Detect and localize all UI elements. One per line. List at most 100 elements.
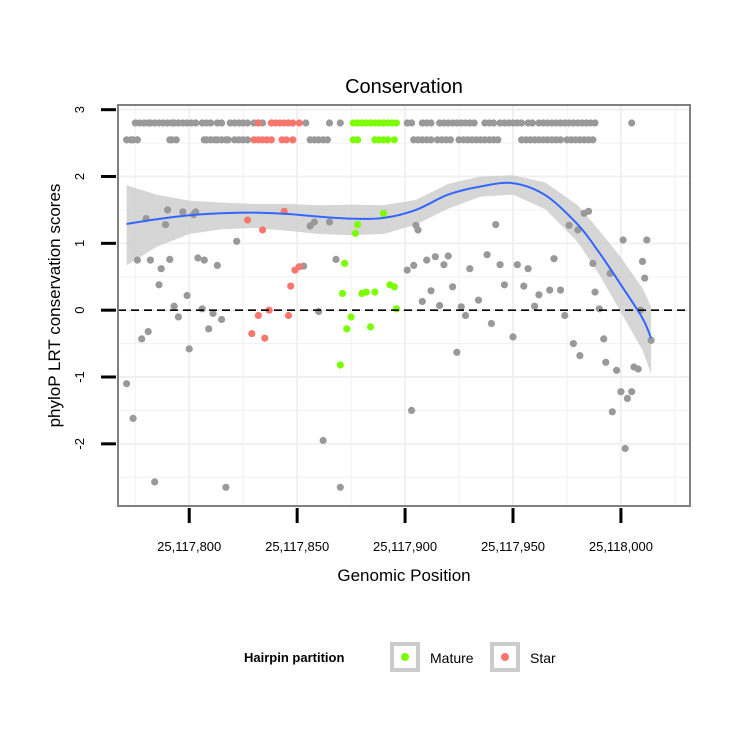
data-point <box>351 229 359 237</box>
y-tick-label: 0 <box>72 307 87 314</box>
data-point <box>254 119 262 127</box>
x-tick-label: 25,117,900 <box>373 539 437 554</box>
data-point <box>496 261 504 269</box>
data-point <box>341 259 349 267</box>
data-point <box>535 291 543 299</box>
data-point <box>556 136 565 144</box>
data-point <box>347 313 355 321</box>
data-point <box>638 257 647 265</box>
data-point <box>183 291 191 300</box>
data-point <box>461 311 470 320</box>
data-point <box>123 380 131 388</box>
data-point <box>265 306 273 314</box>
data-point <box>194 254 202 262</box>
data-point <box>585 207 593 215</box>
data-point <box>408 406 416 414</box>
data-point <box>336 119 344 127</box>
data-point <box>518 119 526 127</box>
data-point <box>295 263 303 271</box>
legend-label-star: Star <box>530 650 556 666</box>
data-point <box>589 259 597 267</box>
data-point <box>474 296 483 304</box>
legend: Hairpin partition Mature Star <box>0 640 750 676</box>
data-point <box>390 136 398 144</box>
data-point <box>423 256 431 264</box>
data-point <box>608 408 616 416</box>
data-point <box>487 319 495 328</box>
data-point <box>172 136 180 144</box>
plot-border <box>117 104 691 507</box>
data-point <box>233 237 241 245</box>
data-point <box>509 333 517 341</box>
data-point <box>556 286 565 294</box>
series-star <box>243 119 303 342</box>
data-point <box>166 255 174 263</box>
data-point <box>528 119 537 127</box>
data-point <box>446 136 454 144</box>
y-tick-label: 2 <box>72 173 87 180</box>
data-point <box>634 365 642 373</box>
confidence-band <box>126 175 652 374</box>
data-point <box>444 252 452 260</box>
data-point <box>600 335 608 343</box>
data-point <box>613 366 621 374</box>
data-point <box>332 255 340 263</box>
x-axis-label: Genomic Position <box>337 566 470 585</box>
data-point <box>453 348 461 356</box>
data-point <box>408 119 416 127</box>
smooth-line <box>126 181 653 339</box>
data-point <box>289 119 297 127</box>
y-tick-label: 1 <box>72 240 87 247</box>
data-point <box>390 283 398 291</box>
data-point <box>198 305 206 313</box>
y-tick-label: -2 <box>72 438 87 450</box>
chart-title: Conservation <box>345 76 463 98</box>
data-point <box>384 136 392 144</box>
data-point <box>641 274 649 282</box>
data-point <box>619 236 627 244</box>
x-tick-label: 25,117,800 <box>157 539 221 554</box>
legend-key-mature <box>390 642 420 672</box>
data-point <box>319 436 327 445</box>
data-point <box>170 302 178 310</box>
data-point <box>343 325 351 333</box>
data-point <box>310 218 318 226</box>
data-point <box>133 136 141 144</box>
data-point <box>595 305 603 313</box>
data-point <box>284 311 293 320</box>
y-tick-label: -1 <box>72 371 87 383</box>
data-point <box>354 221 362 229</box>
data-point <box>161 221 170 229</box>
data-point <box>628 388 636 396</box>
data-point <box>591 288 599 296</box>
data-point <box>354 136 362 144</box>
data-point <box>524 265 532 273</box>
data-point <box>151 478 159 486</box>
data-point <box>146 256 154 264</box>
data-point <box>243 119 252 127</box>
data-point <box>129 414 137 422</box>
x-tick-label: 25,117,850 <box>265 539 329 554</box>
data-point <box>323 136 331 144</box>
data-point <box>617 388 625 396</box>
data-point <box>418 297 426 306</box>
data-point <box>466 265 474 273</box>
data-point <box>520 282 528 290</box>
data-point <box>248 330 256 338</box>
data-point <box>222 483 230 491</box>
data-point <box>207 119 215 127</box>
data-point <box>628 119 636 127</box>
data-point <box>224 136 232 144</box>
data-point <box>287 282 295 290</box>
data-point <box>483 251 491 259</box>
data-point <box>403 266 411 274</box>
data-point <box>449 283 457 291</box>
data-point <box>431 253 439 261</box>
legend-title: Hairpin partition <box>244 650 345 665</box>
data-point <box>457 303 465 311</box>
data-point <box>561 311 569 320</box>
data-point <box>490 119 498 127</box>
data-point <box>259 226 267 234</box>
legend-dot-star <box>501 653 509 661</box>
data-point <box>366 323 375 331</box>
